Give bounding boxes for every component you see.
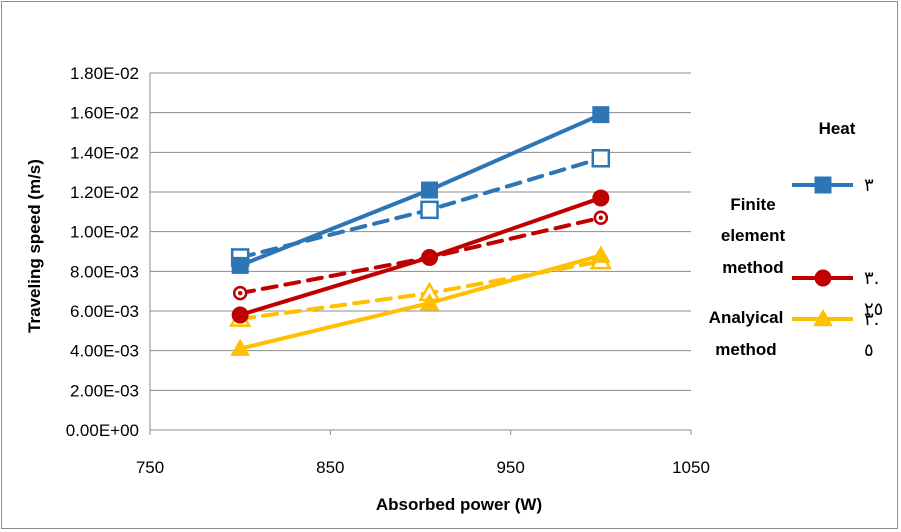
data-point [592,189,610,207]
legend-series-name: ٢٥ [864,299,883,320]
data-point [232,285,248,301]
series-2-solid [231,189,610,324]
y-tick-labels: 0.00E+00 2.00E-03 4.00E-03 6.00E-03 8.00E-03… [66,64,139,440]
x-tick-labels: 750 850 950 1050 [136,458,710,477]
y-tick-label: 1.80E-02 [70,64,139,83]
x-tick-label: 750 [136,458,164,477]
series-5-dashed [229,249,612,327]
x-axis-title: Absorbed power (W) [376,495,542,514]
y-tick-label: 4.00E-03 [70,342,139,361]
x-tick-label: 850 [316,458,344,477]
y-tick-label: 1.40E-02 [70,143,139,162]
legend-series-name: ٣ [864,175,874,196]
data-point [593,210,609,226]
legend-swatch-marker [814,176,832,194]
series-4-solid [230,245,611,356]
data-point [590,245,611,263]
y-tick-label: 0.00E+00 [66,421,139,440]
series-line [238,253,603,351]
y-tick-label: 6.00E-03 [70,302,139,321]
data-point [231,256,249,274]
data-point [421,248,439,266]
legend-item-0: ٣ [792,175,874,196]
marker-dot [237,290,243,296]
legend-label-fem-line3: method [722,258,783,277]
series-line [238,112,603,268]
legend-label-fem-line2: element [721,226,786,245]
y-tick-label: 8.00E-03 [70,262,139,281]
data-point [231,306,249,324]
data-point [421,181,439,199]
legend-label-finite-element-method: Finite element method [721,195,786,277]
legend-swatch-marker [813,308,833,327]
x-tick-label: 950 [496,458,524,477]
legend-item-1: ٣.٢٥ [792,268,883,320]
legend: Heat Finite element method Analyical met… [709,119,884,361]
legend-series-name: ٥ [864,340,874,361]
data-point [419,293,440,311]
y-tick-label: 1.20E-02 [70,183,139,202]
legend-series-name: ٣. [864,268,879,289]
legend-label-fem-line1: Finite [730,195,775,214]
series-0-solid [231,106,610,274]
y-tick-label: 1.00E-02 [70,223,139,242]
data-point [591,149,611,168]
data-point [230,338,251,356]
series-line [238,215,603,296]
y-tick-label: 2.00E-03 [70,381,139,400]
series-3-dashed [232,210,609,301]
legend-items: ٣٣.٢٥٣.٥ [792,175,883,361]
legend-label-heat: Heat [819,119,856,138]
legend-label-analyical-method: Analyical method [709,308,784,359]
y-tick-label: 1.60E-02 [70,104,139,123]
data-point [420,200,439,220]
data-point [592,106,610,124]
x-tick-label: 1050 [672,458,710,477]
series-layer [229,106,612,356]
legend-swatch-marker [814,269,832,287]
legend-label-am-line1: Analyical [709,308,784,327]
legend-label-am-line2: method [715,340,776,359]
legend-series-name: ٣. [864,309,879,330]
y-axis-title: Traveling speed (m/s) [25,159,44,333]
marker-dot [598,215,604,220]
legend-item-2: ٣.٥ [792,308,879,361]
